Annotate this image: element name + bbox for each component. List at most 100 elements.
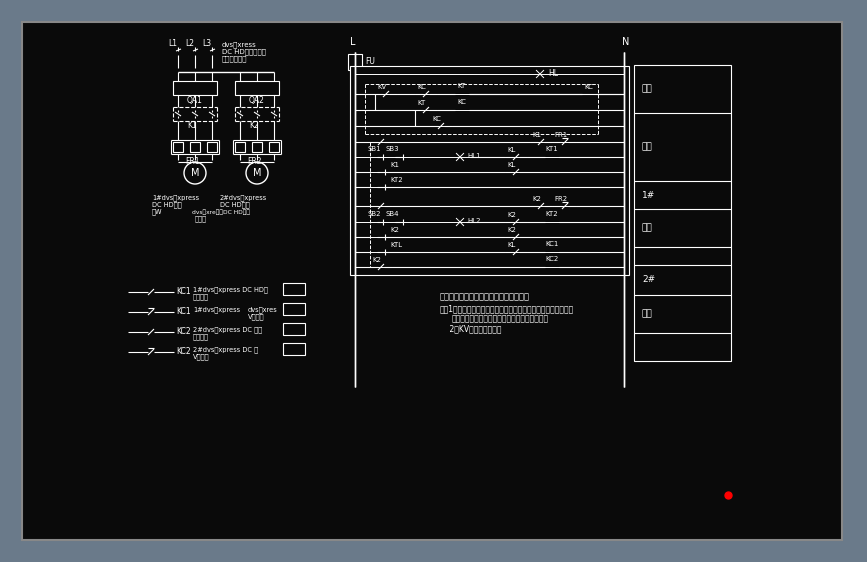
Circle shape [534, 68, 546, 80]
Text: M: M [253, 168, 261, 178]
Text: KC1: KC1 [176, 287, 191, 296]
Text: 2、KV是压力继电器。: 2、KV是压力继电器。 [440, 324, 501, 333]
Bar [545, 264, 559, 270]
Circle shape [369, 168, 377, 176]
Text: M: M [191, 168, 199, 178]
Text: 控制: 控制 [642, 143, 653, 152]
Bar [235, 81, 279, 95]
Text: DC HD交流: DC HD交流 [220, 202, 250, 209]
Text: SB2: SB2 [368, 211, 381, 217]
Text: 静的电缆引来: 静的电缆引来 [222, 56, 247, 62]
Text: L2: L2 [186, 39, 194, 48]
Text: KC2: KC2 [176, 347, 191, 356]
Text: QA2: QA2 [249, 97, 265, 106]
Text: KC: KC [457, 99, 466, 105]
Bar [283, 323, 305, 335]
Text: KC2: KC2 [545, 256, 558, 262]
Text: KT1: KT1 [545, 146, 557, 152]
Bar [269, 142, 279, 152]
Text: 本图为消防水系统增压泵自动控制原理图: 本图为消防水系统增压泵自动控制原理图 [440, 292, 530, 301]
Text: K1: K1 [187, 121, 197, 130]
Text: L3: L3 [202, 39, 212, 48]
Text: 指示: 指示 [642, 224, 653, 233]
Text: 指示: 指示 [642, 84, 653, 93]
Bar [235, 142, 245, 152]
Circle shape [369, 248, 377, 256]
Bar [350, 66, 629, 275]
Bar [283, 303, 305, 315]
Bar [283, 283, 305, 295]
Text: K2: K2 [249, 121, 259, 130]
Text: KC1: KC1 [176, 306, 191, 315]
Circle shape [246, 162, 268, 184]
Bar [545, 219, 559, 225]
Text: N: N [623, 37, 629, 47]
Text: FR1: FR1 [554, 132, 567, 138]
Text: FR2: FR2 [554, 196, 567, 202]
Text: K2: K2 [507, 212, 516, 218]
Text: 器嗔引: 器嗔引 [195, 216, 207, 223]
Text: K2: K2 [372, 257, 381, 263]
Bar [455, 107, 469, 114]
Text: 1#dvs压xpress DC HD的: 1#dvs压xpress DC HD的 [193, 287, 268, 293]
Text: K2: K2 [532, 196, 541, 202]
Text: DC HD防口防水退: DC HD防口防水退 [222, 49, 266, 55]
Text: 2#dvs压xpress DC 断的: 2#dvs压xpress DC 断的 [193, 327, 262, 333]
Circle shape [369, 153, 377, 161]
Bar [634, 65, 731, 361]
Text: K2: K2 [507, 227, 516, 233]
Bar [348, 54, 362, 70]
Text: SB3: SB3 [386, 146, 400, 152]
Circle shape [369, 218, 377, 226]
Bar [173, 81, 217, 95]
Text: K2: K2 [390, 227, 399, 233]
Text: 2#dvs压xpress DC 断: 2#dvs压xpress DC 断 [193, 347, 258, 353]
Text: KV: KV [377, 84, 387, 90]
Bar [190, 142, 200, 152]
Bar [545, 248, 559, 256]
Text: 路口离离: 路口离离 [193, 294, 209, 300]
Text: dvs压xress: dvs压xress [222, 42, 257, 48]
Text: dvs压xre消耗DC HD防防: dvs压xre消耗DC HD防防 [192, 209, 250, 215]
Circle shape [369, 233, 377, 241]
Text: 2#: 2# [642, 275, 655, 284]
Bar [582, 90, 596, 97]
Text: V则离离: V则离离 [193, 353, 210, 360]
Circle shape [454, 216, 466, 228]
Text: 指示: 指示 [642, 310, 653, 319]
Text: KT: KT [457, 83, 466, 89]
Bar [173, 142, 183, 152]
Text: K1: K1 [390, 162, 399, 168]
Text: SB1: SB1 [368, 146, 381, 152]
Text: 口W: 口W [152, 209, 162, 215]
Text: KL: KL [507, 242, 515, 248]
Circle shape [369, 183, 377, 191]
Text: dvs压xres: dvs压xres [248, 307, 277, 313]
Circle shape [184, 162, 206, 184]
Text: K1: K1 [532, 132, 541, 138]
Bar [252, 142, 262, 152]
Bar [207, 142, 217, 152]
Text: 路口离离: 路口离离 [193, 334, 209, 341]
Text: KC: KC [432, 116, 441, 122]
Text: 1#: 1# [642, 191, 655, 200]
Text: KC: KC [417, 84, 426, 90]
Text: 2#dvs压xpress: 2#dvs压xpress [220, 194, 267, 201]
Text: L1: L1 [168, 39, 178, 48]
Text: 1#dvs压xpress: 1#dvs压xpress [152, 194, 199, 201]
Text: FR1: FR1 [185, 156, 199, 165]
Text: V则离离: V则离离 [248, 314, 264, 320]
Text: KTL: KTL [390, 242, 402, 248]
Text: 因故障停止工作时，则备用水系统能自动投入。: 因故障停止工作时，则备用水系统能自动投入。 [452, 315, 549, 324]
Text: HL1: HL1 [467, 153, 480, 159]
Text: KC: KC [584, 84, 593, 90]
Text: SB4: SB4 [386, 211, 400, 217]
Text: QA1: QA1 [187, 97, 203, 106]
Text: KT2: KT2 [390, 177, 402, 183]
Circle shape [454, 151, 466, 163]
Text: KC1: KC1 [545, 241, 558, 247]
Text: KT2: KT2 [545, 211, 557, 217]
Text: KL: KL [507, 147, 515, 153]
Circle shape [387, 218, 395, 226]
Text: FU: FU [365, 57, 375, 66]
